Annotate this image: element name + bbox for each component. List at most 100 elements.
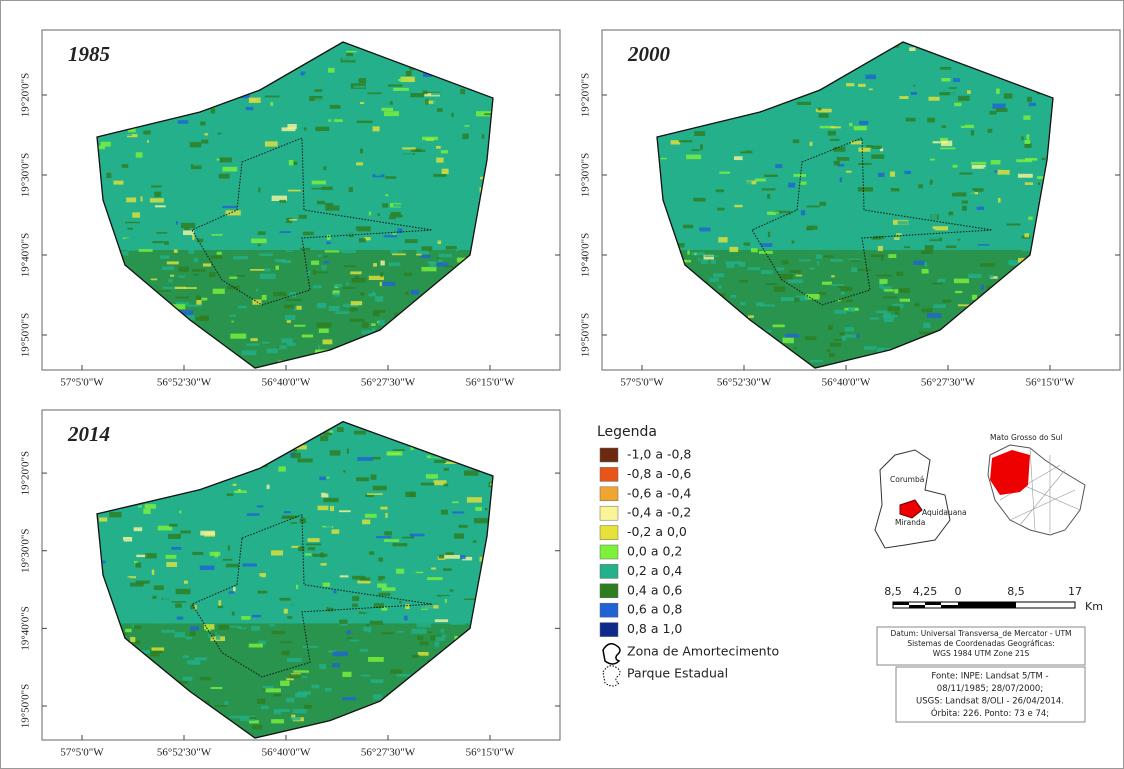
raster-cell [373,263,377,267]
raster-cell [269,187,283,190]
raster-cell [893,124,900,127]
raster-cell [334,284,342,287]
raster-cell [178,120,189,124]
raster-cell [816,254,822,258]
raster-cell [793,140,799,144]
raster-cell [215,705,227,707]
legend-label: 0,2 a 0,4 [627,563,682,578]
raster-cell [438,241,442,245]
raster-cell [162,596,171,601]
raster-cell [433,101,441,105]
raster-cell [123,197,126,200]
raster-cell [375,296,383,301]
raster-cell [195,605,197,610]
raster-cell [737,244,744,246]
legend-swatch [600,506,618,520]
raster-cell [718,285,722,288]
raster-cell [871,154,884,158]
raster-cell [983,153,995,156]
raster-cell [427,632,432,634]
raster-cell [462,481,476,483]
raster-cell [179,276,185,278]
raster-cell [371,104,379,107]
raster-cell [337,427,344,432]
raster-cell [323,166,326,170]
raster-cell [398,466,402,471]
raster-cell [371,323,376,326]
raster-cell [332,529,340,533]
raster-cell [382,602,397,604]
raster-cell [881,62,895,66]
raster-cell [204,133,208,135]
raster-cell [942,300,951,303]
raster-cell [200,121,205,125]
raster-cell [319,477,326,481]
raster-cell [369,188,371,190]
raster-cell [306,543,321,545]
raster-cell [769,121,777,125]
raster-cell [103,560,106,563]
raster-cell [731,295,736,298]
raster-cell [336,110,342,115]
raster-cell [201,140,208,144]
raster-cell [785,334,800,338]
raster-cell [997,170,1009,175]
raster-cell [152,244,156,247]
raster-cell [854,126,867,130]
raster-cell [450,495,456,499]
legend-label: 0,4 a 0,6 [627,582,682,597]
raster-cell [396,461,410,464]
raster-cell [460,89,465,94]
raster-cell [242,350,257,355]
state-highlight [990,450,1030,495]
raster-cell [822,282,832,285]
raster-cell [883,296,897,298]
raster-cell [99,517,107,521]
raster-cell [806,228,812,230]
raster-cell [360,292,364,295]
raster-cell [238,306,247,309]
raster-cell [262,342,269,344]
raster-cell [362,176,365,181]
raster-cell [186,637,192,639]
raster-cell [360,113,365,117]
raster-cell [780,245,784,247]
raster-cell [388,84,402,86]
raster-cell [257,505,264,507]
raster-cell [945,73,961,77]
raster-cell [329,430,333,432]
raster-cell [717,208,724,211]
raster-cell [981,104,987,107]
raster-cell [368,657,384,662]
raster-cell [332,663,340,667]
raster-cell [289,160,294,165]
raster-cell [201,298,207,301]
raster-cell [953,122,965,126]
raster-cell [183,613,196,618]
raster-cell [161,534,166,536]
raster-cell [473,540,477,543]
raster-cell [962,239,973,241]
raster-cell [331,118,335,123]
raster-cell [230,315,237,317]
raster-cell [871,254,885,257]
raster-cell [125,222,140,224]
raster-cell [962,201,968,204]
raster-cell [355,276,359,280]
raster-cell [350,319,365,322]
raster-cell [318,255,321,257]
raster-cell [338,225,349,229]
raster-cell [781,297,794,301]
raster-cell [734,205,742,207]
raster-cell [846,171,852,173]
raster-cell [351,57,359,59]
raster-cell [1018,174,1033,178]
raster-cell [218,606,223,608]
raster-cell [691,149,699,151]
raster-cell [766,283,778,285]
raster-cell [284,511,291,513]
legend-label: -0,8 a -0,6 [627,466,691,481]
legend-label: -0,6 a -0,4 [627,485,691,500]
raster-cell [227,493,233,496]
raster-cell [1022,94,1028,96]
